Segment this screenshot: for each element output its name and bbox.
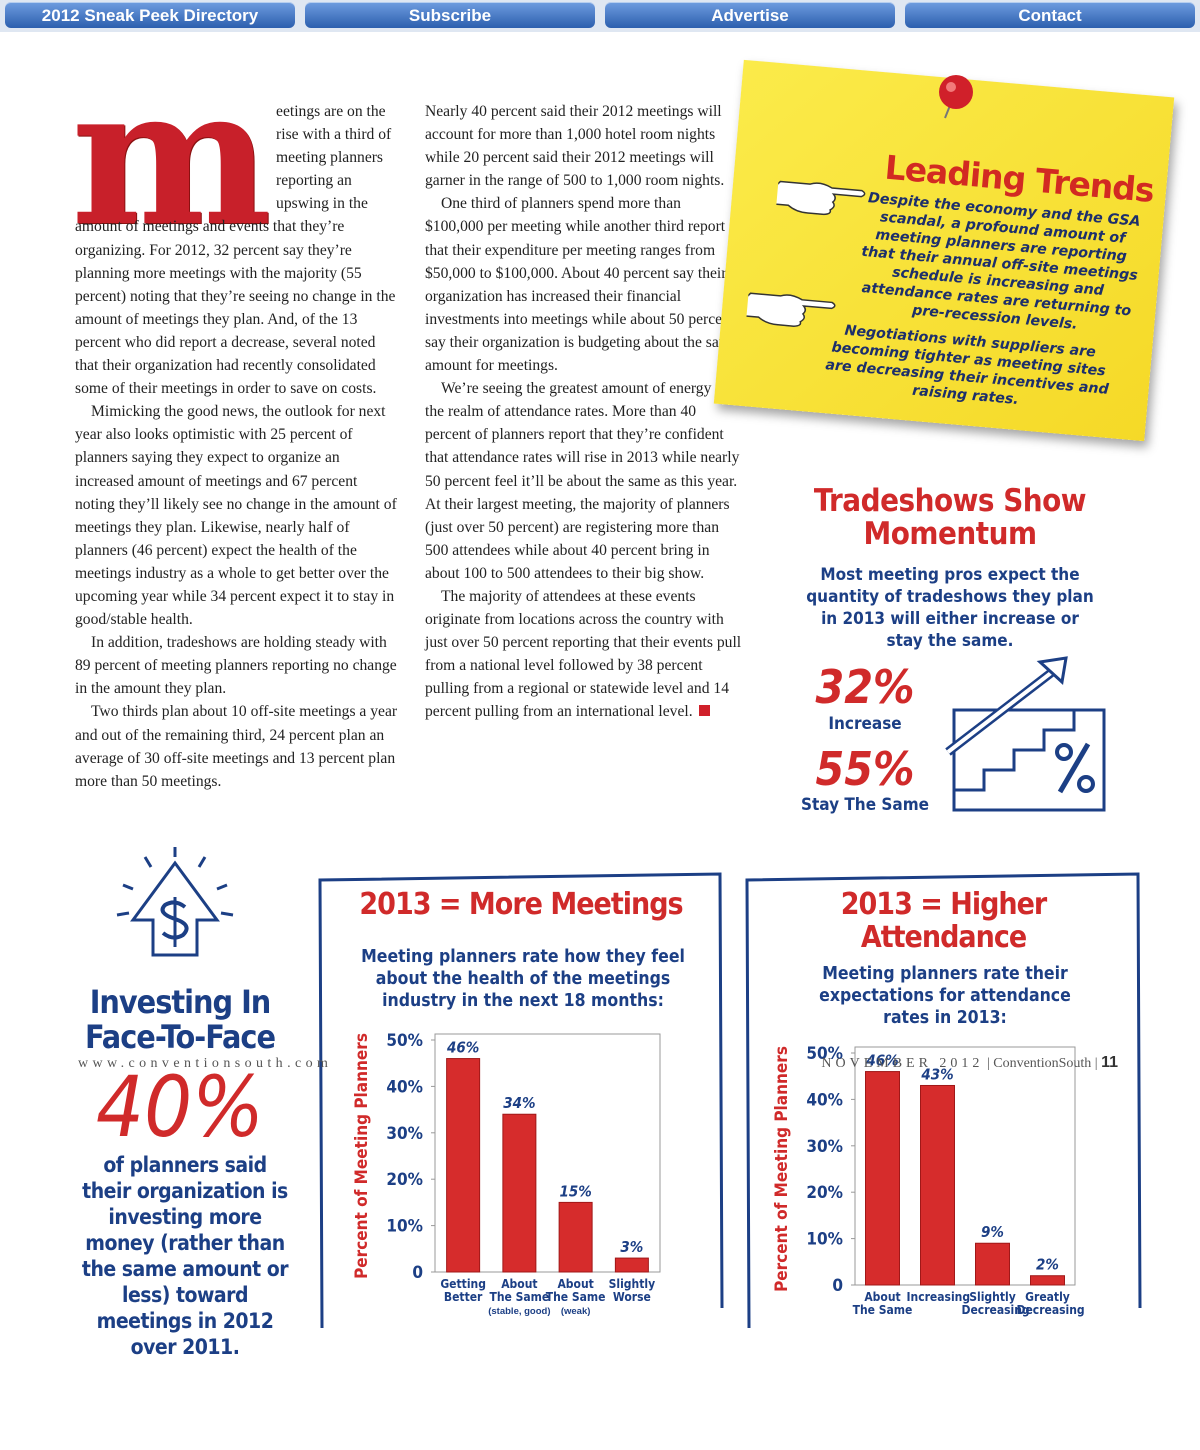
x-tick-label: About The Same — [489, 1277, 550, 1304]
y-tick-label: 30% — [806, 1137, 843, 1157]
x-tick-label: Getting Better — [440, 1277, 486, 1304]
plot-area — [434, 1033, 661, 1273]
stat-value: 32% — [815, 660, 915, 714]
stat-label: Stay The Same — [800, 795, 930, 815]
paragraph: The majority of attendees at these event… — [425, 587, 742, 721]
investing-title: Investing In Face-To-Face — [85, 983, 276, 1056]
pointing-hand — [745, 292, 836, 327]
y-tick-label: 0 — [412, 1263, 423, 1283]
y-tick-label: 50% — [806, 1044, 843, 1064]
x-tick-label: Slightly Decreasing — [961, 1290, 1030, 1317]
y-tick-label: 20% — [386, 1170, 423, 1190]
y-tick-label: 0 — [832, 1276, 843, 1296]
paragraph: Nearly 40 percent said their 2012 meetin… — [425, 103, 725, 190]
y-axis-label: Percent of Meeting Planners — [352, 1033, 372, 1279]
value-label: 34% — [503, 1094, 535, 1112]
chart-subtitle: Meeting planners rate how they feel abou… — [361, 947, 685, 1011]
footer-publication: ConventionSouth — [993, 1056, 1092, 1071]
stat-value: 55% — [815, 742, 915, 796]
push-pin — [939, 75, 973, 119]
article-column: m eetings are on the rise with a third o… — [71, 62, 401, 793]
bar — [920, 1084, 955, 1286]
end-mark — [698, 705, 710, 717]
value-label: 46% — [866, 1052, 898, 1070]
bar — [446, 1058, 481, 1273]
chart-title: 2013 = Higher Attendance — [840, 887, 1048, 955]
chart-title: 2013 = More Meetings — [359, 887, 683, 922]
category-note: (weak) — [560, 1306, 591, 1317]
dollar-icon — [116, 847, 234, 957]
plot-area — [854, 1046, 1076, 1286]
footer-issue: NOVEMBER 2012 — [821, 1056, 984, 1071]
y-tick-label: 30% — [386, 1124, 423, 1144]
paragraph: Two thirds plan about 10 off-site meetin… — [75, 703, 398, 790]
value-label: 43% — [921, 1065, 953, 1083]
nav-link[interactable]: Contact — [905, 2, 1195, 28]
paragraph: We’re seeing the greatest amount of ener… — [425, 380, 740, 582]
chart-subtitle: Meeting planners rate their expectations… — [819, 964, 1071, 1028]
stat-label: Increase — [828, 714, 902, 734]
y-tick-label: 10% — [386, 1217, 423, 1237]
y-tick-label: 20% — [806, 1183, 843, 1203]
value-label: 46% — [447, 1039, 479, 1057]
nav-link[interactable]: Subscribe — [305, 2, 595, 28]
drop-cap: m — [71, 45, 272, 268]
sticky-note: Leading Trends Despite the economy and t… — [713, 59, 1175, 442]
bar — [865, 1071, 900, 1286]
bar — [558, 1201, 593, 1273]
tradeshows-title: Tradeshows Show Momentum — [813, 483, 1087, 552]
chart-frame — [745, 872, 1142, 1329]
x-tick-label: About The Same — [852, 1290, 913, 1317]
x-tick-label: About The Same — [545, 1277, 606, 1304]
bar — [614, 1257, 649, 1273]
nav-link[interactable]: Advertise — [605, 2, 895, 28]
value-label: 9% — [981, 1223, 1004, 1241]
investing-text: of planners said their organization is i… — [81, 1153, 289, 1359]
paragraph: One third of planners spend more than $1… — [425, 195, 738, 375]
page-number: 11 — [1101, 1054, 1118, 1071]
x-tick-label: Slightly Worse — [608, 1277, 656, 1304]
sticky-text: Negotiations with suppliers are becoming… — [824, 322, 1110, 409]
value-label: 3% — [620, 1238, 643, 1256]
chart-canvas: Percent of Meeting Planners 0 10% 20% 30% 40%… — [745, 872, 1142, 1329]
pointing-hand — [775, 180, 866, 216]
value-label: 15% — [559, 1182, 591, 1200]
paragraph: In addition, tradeshows are holding stea… — [75, 634, 397, 698]
y-tick-label: 50% — [386, 1031, 423, 1051]
category-note: (stable, good) — [488, 1306, 551, 1317]
nav-bar: 2012 Sneak Peek Directory Subscribe Adve… — [0, 0, 1200, 32]
footer: NOVEMBER 2012 | ConventionSouth | 11 — [821, 1054, 1118, 1071]
tradeshows-subtitle: Most meeting pros expect the quantity of… — [806, 565, 1094, 651]
y-axis-label: Percent of Meeting Planners — [772, 1046, 792, 1292]
y-tick-label: 40% — [806, 1090, 843, 1110]
sticky-text: Despite the economy and the GSA scandal,… — [860, 190, 1142, 333]
chart-frame — [318, 872, 724, 1329]
chart: Percent of Meeting Planners 0 10% 20% 30% 40%… — [745, 868, 1142, 1348]
bar — [1030, 1275, 1065, 1286]
x-tick-label: Greatly Decreasing — [1016, 1290, 1085, 1317]
nav-link[interactable]: 2012 Sneak Peek Directory — [5, 2, 295, 28]
stairs-icon — [945, 656, 1106, 812]
paragraph: eetings are on the rise with a third of … — [75, 103, 396, 398]
paragraph: Mimicking the good news, the outlook for… — [75, 403, 397, 629]
chart-canvas: Percent of Meeting Planners 0 10% 20% 30% 40%… — [318, 872, 724, 1329]
value-label: 2% — [1036, 1256, 1059, 1274]
article-column: Nearly 40 percent said their 2012 meetin… — [425, 100, 743, 724]
x-tick-label: Increasing — [906, 1290, 971, 1304]
bar — [502, 1113, 537, 1273]
investing-stat: 40% — [96, 1058, 264, 1156]
footer-url: www.conventionsouth.com — [78, 1056, 333, 1071]
y-tick-label: 10% — [806, 1230, 843, 1250]
y-tick-label: 40% — [386, 1077, 423, 1097]
chart: Percent of Meeting Planners 0 10% 20% 30% 40%… — [318, 868, 724, 1348]
bar — [975, 1242, 1010, 1286]
